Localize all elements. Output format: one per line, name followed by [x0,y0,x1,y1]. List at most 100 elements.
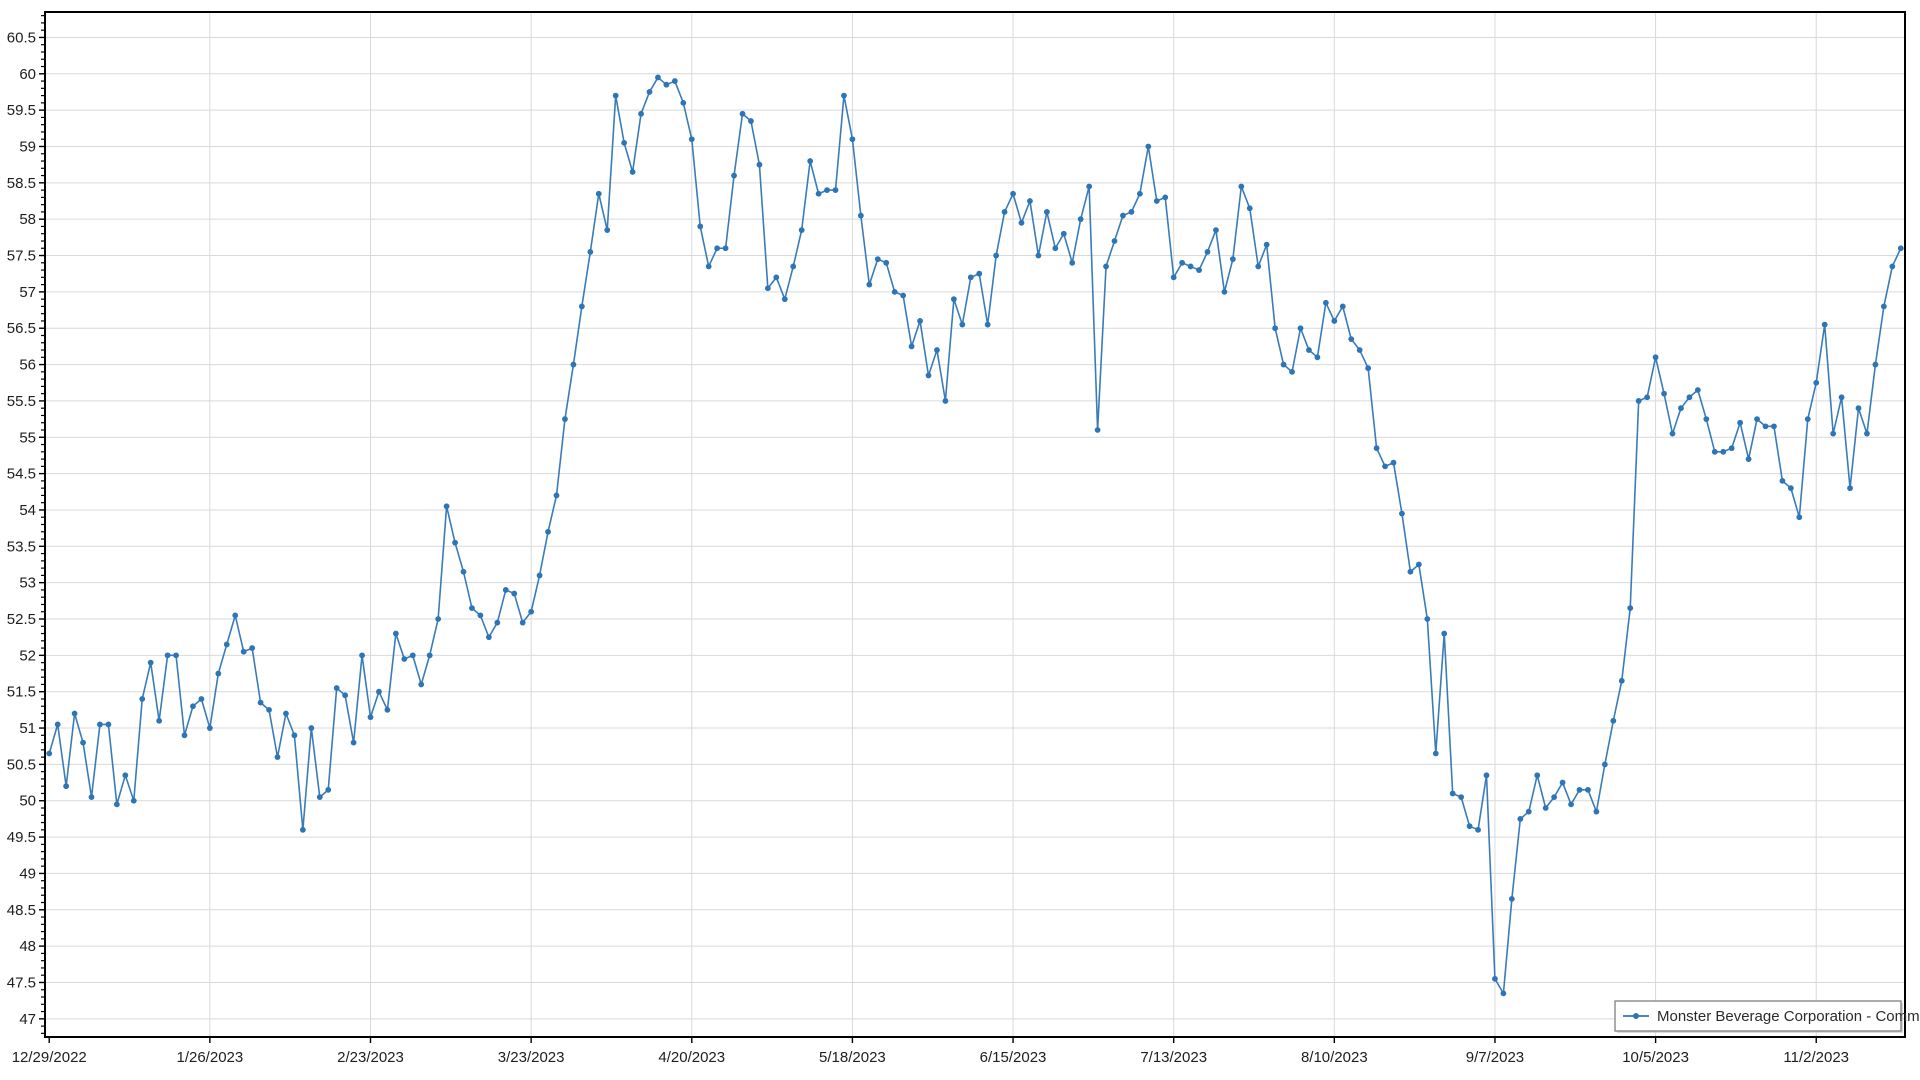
data-point[interactable] [1390,459,1397,466]
data-point[interactable] [494,619,501,626]
data-point[interactable] [781,296,788,303]
data-point[interactable] [519,619,526,626]
data-point[interactable] [1720,448,1727,455]
data-point[interactable] [621,139,628,146]
data-point[interactable] [1517,816,1524,822]
data-point[interactable] [1238,183,1245,190]
data-point[interactable] [181,732,188,739]
data-point[interactable] [1542,805,1549,811]
data-point[interactable] [748,118,754,124]
data-point[interactable] [866,281,873,288]
data-point[interactable] [1010,190,1016,197]
data-point[interactable] [1627,605,1634,611]
data-point[interactable] [502,587,509,593]
data-point[interactable] [1576,786,1583,793]
data-point[interactable] [984,321,991,328]
data-point[interactable] [80,739,86,746]
data-point[interactable] [1703,416,1710,422]
data-point[interactable] [1111,238,1118,244]
data-point[interactable] [206,725,213,731]
data-point[interactable] [46,750,53,757]
data-point[interactable] [1221,288,1228,295]
data-point[interactable] [1331,318,1338,324]
data-point[interactable] [807,158,814,164]
data-point[interactable] [1483,772,1490,779]
data-point[interactable] [1686,394,1693,401]
data-point[interactable] [739,110,746,117]
data-point[interactable] [452,539,458,546]
data-point[interactable] [646,89,653,95]
data-point[interactable] [1534,772,1541,779]
data-point[interactable] [849,136,856,143]
data-point[interactable] [1339,303,1346,310]
data-point[interactable] [1864,430,1870,437]
data-point[interactable] [1559,779,1566,786]
data-point[interactable] [841,92,847,99]
data-point[interactable] [97,721,103,728]
data-point[interactable] [908,343,915,350]
data-point[interactable] [934,347,940,353]
data-point[interactable] [604,227,611,233]
legend[interactable]: Monster Beverage Corporation - Common St… [1614,1000,1920,1033]
data-point[interactable] [1551,794,1558,801]
data-point[interactable] [1424,616,1431,622]
data-point[interactable] [1069,259,1076,266]
data-point[interactable] [528,608,535,615]
data-point[interactable] [384,706,391,713]
data-point[interactable] [105,721,112,728]
data-point[interactable] [1694,387,1701,393]
data-point[interactable] [443,503,450,510]
data-point[interactable] [139,696,146,702]
data-point[interactable] [1449,790,1456,797]
data-point[interactable] [469,605,475,611]
data-point[interactable] [1500,990,1507,997]
data-point[interactable] [1035,252,1042,259]
data-point[interactable] [299,826,306,833]
series-line[interactable] [48,76,1902,995]
data-point[interactable] [376,688,382,695]
data-point[interactable] [291,732,298,739]
data-point[interactable] [1593,808,1600,815]
data-point[interactable] [1745,456,1752,462]
data-point[interactable] [223,641,230,648]
data-point[interactable] [1466,823,1473,830]
data-point[interactable] [1432,750,1439,757]
data-point[interactable] [1678,405,1684,412]
data-point[interactable] [1213,227,1219,233]
data-point[interactable] [1373,445,1380,452]
data-point[interactable] [283,710,289,717]
data-point[interactable] [1669,430,1676,437]
data-point[interactable] [460,568,467,575]
data-point[interactable] [663,81,670,88]
data-point[interactable] [773,274,780,281]
data-point[interactable] [1804,416,1811,422]
data-point[interactable] [1779,477,1786,484]
data-point[interactable] [266,706,272,713]
data-point[interactable] [1136,190,1143,197]
data-point[interactable] [1525,808,1532,815]
data-point[interactable] [1458,794,1465,801]
data-point[interactable] [671,78,678,84]
data-point[interactable] [1128,209,1135,215]
data-point[interactable] [1652,354,1659,361]
data-point[interactable] [1728,445,1735,452]
data-point[interactable] [257,699,264,706]
data-point[interactable] [993,252,1000,259]
data-point[interactable] [426,652,433,659]
data-point[interactable] [1737,419,1744,426]
data-point[interactable] [409,652,416,659]
data-point[interactable] [714,245,721,252]
data-point[interactable] [832,187,839,194]
data-point[interactable] [1153,198,1160,204]
data-point[interactable] [1145,143,1152,150]
data-point[interactable] [173,652,179,659]
data-point[interactable] [959,321,966,328]
data-point[interactable] [680,99,687,106]
data-point[interactable] [1322,299,1329,306]
data-point[interactable] [1568,801,1574,808]
data-point[interactable] [367,714,374,721]
data-point[interactable] [883,259,890,266]
data-point[interactable] [1601,761,1608,768]
data-point[interactable] [587,248,594,255]
data-point[interactable] [485,634,492,641]
